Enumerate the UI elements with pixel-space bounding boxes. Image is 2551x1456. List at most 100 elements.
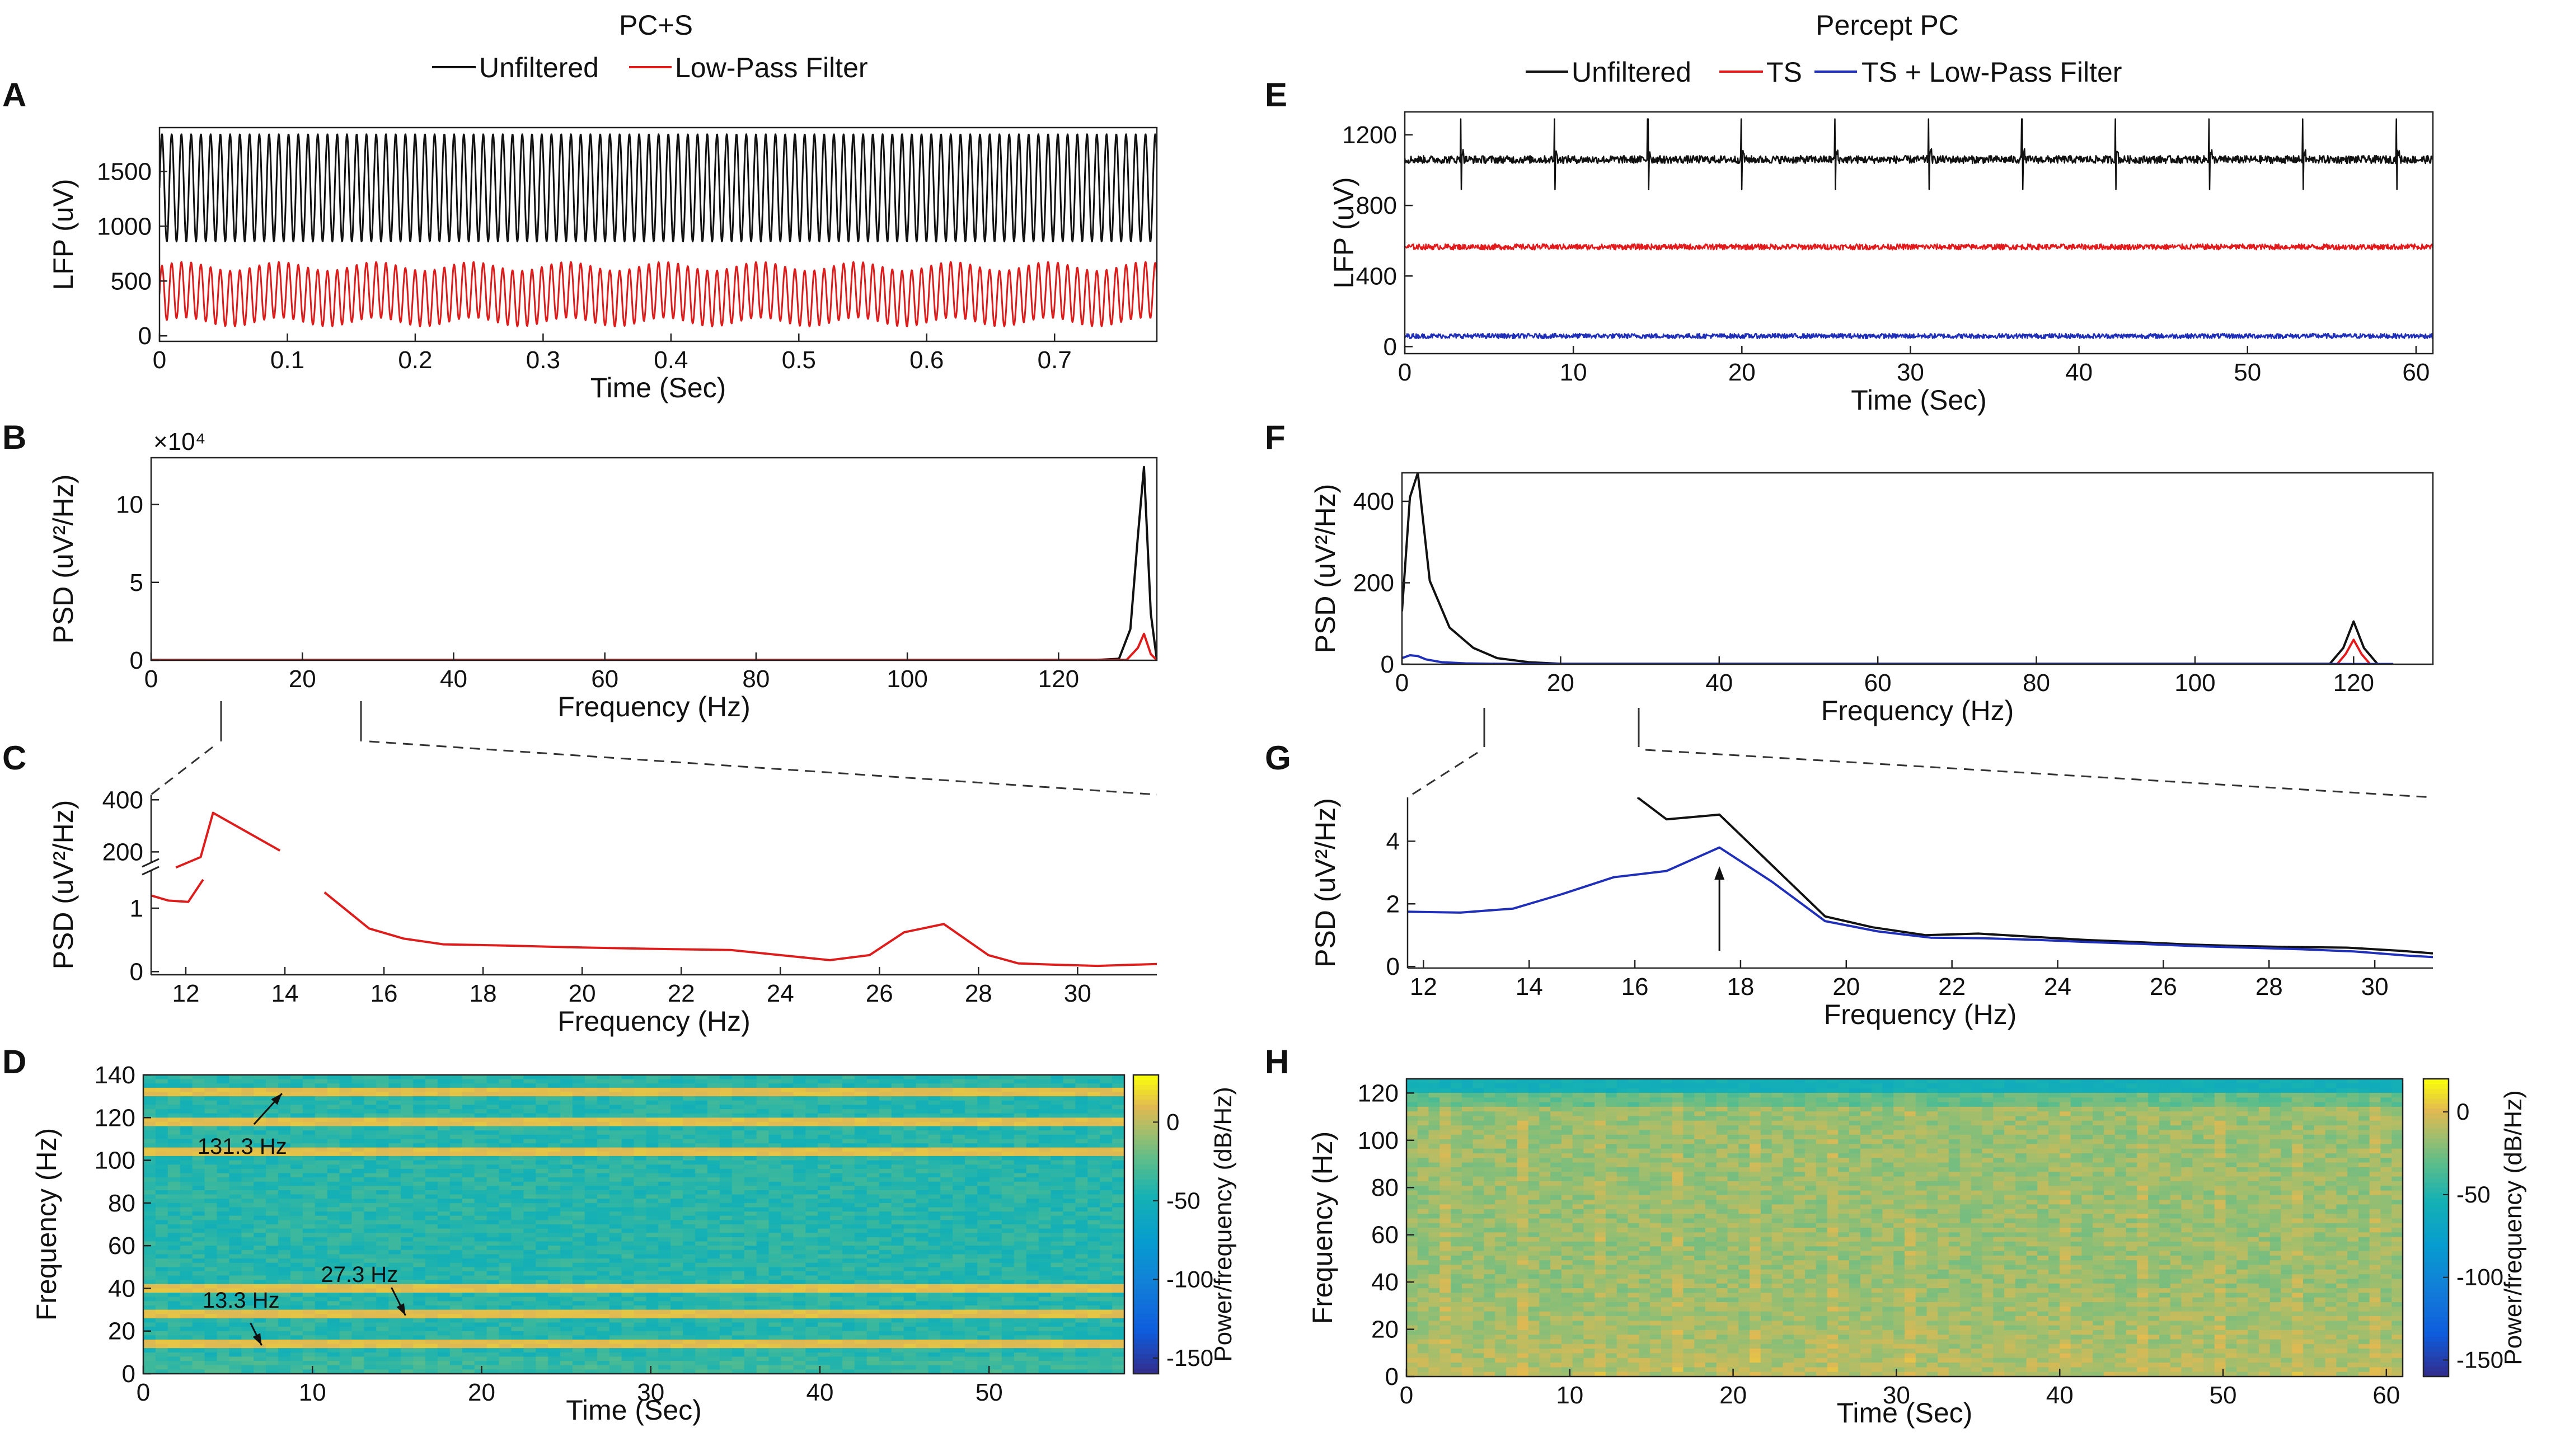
heatmap-cell bbox=[928, 1211, 941, 1217]
heatmap-cell bbox=[167, 1092, 181, 1097]
heatmap-cell bbox=[266, 1275, 279, 1280]
heatmap-cell bbox=[928, 1233, 941, 1238]
heatmap-cell bbox=[842, 1096, 855, 1101]
heatmap-cell bbox=[217, 1079, 229, 1084]
heatmap-cell bbox=[805, 1233, 818, 1238]
heatmap-cell bbox=[1100, 1109, 1113, 1114]
heatmap-cell bbox=[1051, 1203, 1063, 1208]
heatmap-cell bbox=[449, 1237, 463, 1242]
heatmap-cell bbox=[364, 1322, 377, 1327]
heatmap-cell bbox=[376, 1100, 389, 1105]
heatmap-cell bbox=[891, 1271, 904, 1276]
heatmap-cell bbox=[866, 1160, 880, 1165]
heatmap-cell bbox=[609, 1207, 622, 1212]
heatmap-cell bbox=[584, 1117, 598, 1122]
heatmap-cell bbox=[1026, 1134, 1039, 1139]
heatmap-cell bbox=[290, 1228, 303, 1233]
heatmap-cell bbox=[1075, 1237, 1088, 1242]
heatmap-cell bbox=[180, 1228, 193, 1233]
heatmap-cell bbox=[977, 1322, 990, 1327]
heatmap-cell bbox=[572, 1113, 585, 1118]
heatmap-cell bbox=[364, 1168, 377, 1173]
heatmap-cell bbox=[719, 1079, 733, 1084]
heatmap-cell bbox=[965, 1215, 978, 1220]
heatmap-cell bbox=[1100, 1309, 1113, 1314]
heatmap-cell bbox=[499, 1190, 512, 1195]
heatmap-cell bbox=[1063, 1156, 1076, 1161]
heatmap-cell bbox=[327, 1194, 340, 1199]
heatmap-cell bbox=[167, 1262, 181, 1267]
heatmap-cell bbox=[437, 1241, 451, 1246]
heatmap-cell bbox=[658, 1224, 671, 1229]
heatmap-cell bbox=[670, 1262, 683, 1267]
heatmap-cell bbox=[388, 1173, 401, 1178]
heatmap-cell bbox=[866, 1168, 880, 1173]
heatmap-cell bbox=[842, 1121, 855, 1127]
heatmap-cell bbox=[756, 1254, 770, 1259]
heatmap-cell bbox=[953, 1139, 965, 1144]
heatmap-cell bbox=[916, 1130, 929, 1135]
heatmap-cell bbox=[1051, 1288, 1063, 1293]
legend-unfiltered-label: Unfiltered bbox=[1572, 57, 1691, 88]
heatmap-cell bbox=[401, 1083, 414, 1088]
heatmap-cell bbox=[903, 1258, 917, 1264]
heatmap-cell bbox=[315, 1233, 328, 1238]
heatmap-cell bbox=[351, 1199, 364, 1204]
heatmap-cell bbox=[793, 1207, 806, 1212]
heatmap-cell bbox=[204, 1211, 218, 1217]
heatmap-cell bbox=[536, 1130, 548, 1135]
heatmap-cell bbox=[327, 1203, 340, 1208]
heatmap-cell bbox=[916, 1164, 929, 1170]
heatmap-cell bbox=[830, 1117, 843, 1122]
heatmap-cell bbox=[437, 1207, 451, 1212]
heatmap-cell bbox=[854, 1254, 867, 1259]
heatmap-cell bbox=[278, 1168, 291, 1173]
heatmap-cell bbox=[192, 1207, 205, 1212]
heatmap-cell bbox=[449, 1203, 463, 1208]
heatmap-cell bbox=[719, 1284, 733, 1289]
heatmap-cell bbox=[302, 1160, 316, 1165]
heatmap-cell bbox=[254, 1126, 266, 1131]
heatmap-cell bbox=[916, 1297, 929, 1302]
heatmap-cell bbox=[818, 1130, 831, 1135]
heatmap-cell bbox=[854, 1117, 867, 1122]
heatmap-cell bbox=[1075, 1258, 1088, 1264]
heatmap-cell bbox=[254, 1134, 266, 1139]
heatmap-cell bbox=[351, 1262, 364, 1267]
heatmap-cell bbox=[891, 1199, 904, 1204]
heatmap-cell bbox=[376, 1075, 389, 1080]
heatmap-cell bbox=[364, 1190, 377, 1195]
heatmap-cell bbox=[916, 1126, 929, 1131]
heatmap-cell bbox=[756, 1105, 770, 1110]
heatmap-cell bbox=[523, 1262, 536, 1267]
heatmap-cell bbox=[756, 1096, 770, 1101]
heatmap-cell bbox=[511, 1220, 524, 1225]
legend-unfiltered-label: Unfiltered bbox=[479, 52, 599, 83]
heatmap-cell bbox=[523, 1280, 536, 1285]
heatmap-cell bbox=[609, 1250, 622, 1255]
heatmap-cell bbox=[254, 1258, 266, 1264]
heatmap-cell bbox=[903, 1092, 917, 1097]
heatmap-cell bbox=[805, 1100, 818, 1105]
heatmap-cell bbox=[290, 1134, 303, 1139]
heatmap-cell bbox=[756, 1233, 770, 1238]
heatmap-cell bbox=[891, 1100, 904, 1105]
heatmap-cell bbox=[180, 1113, 193, 1118]
heatmap-cell bbox=[830, 1246, 843, 1251]
heatmap-cell bbox=[1063, 1228, 1076, 1233]
heatmap-cell bbox=[990, 1164, 1002, 1170]
heatmap-cell bbox=[437, 1203, 451, 1208]
heatmap-cell bbox=[670, 1121, 683, 1127]
heatmap-cell bbox=[241, 1237, 254, 1242]
heatmap-cell bbox=[413, 1211, 426, 1217]
heatmap-cell bbox=[891, 1079, 904, 1084]
heatmap-cell bbox=[155, 1134, 168, 1139]
heatmap-cell bbox=[683, 1100, 696, 1105]
heatmap-cell bbox=[793, 1100, 806, 1105]
heatmap-cell bbox=[327, 1237, 340, 1242]
heatmap-cell bbox=[462, 1096, 475, 1101]
heatmap-cell bbox=[609, 1134, 622, 1139]
heatmap-cell bbox=[536, 1318, 548, 1323]
heatmap-cell bbox=[462, 1233, 475, 1238]
heatmap-cell bbox=[388, 1327, 401, 1332]
